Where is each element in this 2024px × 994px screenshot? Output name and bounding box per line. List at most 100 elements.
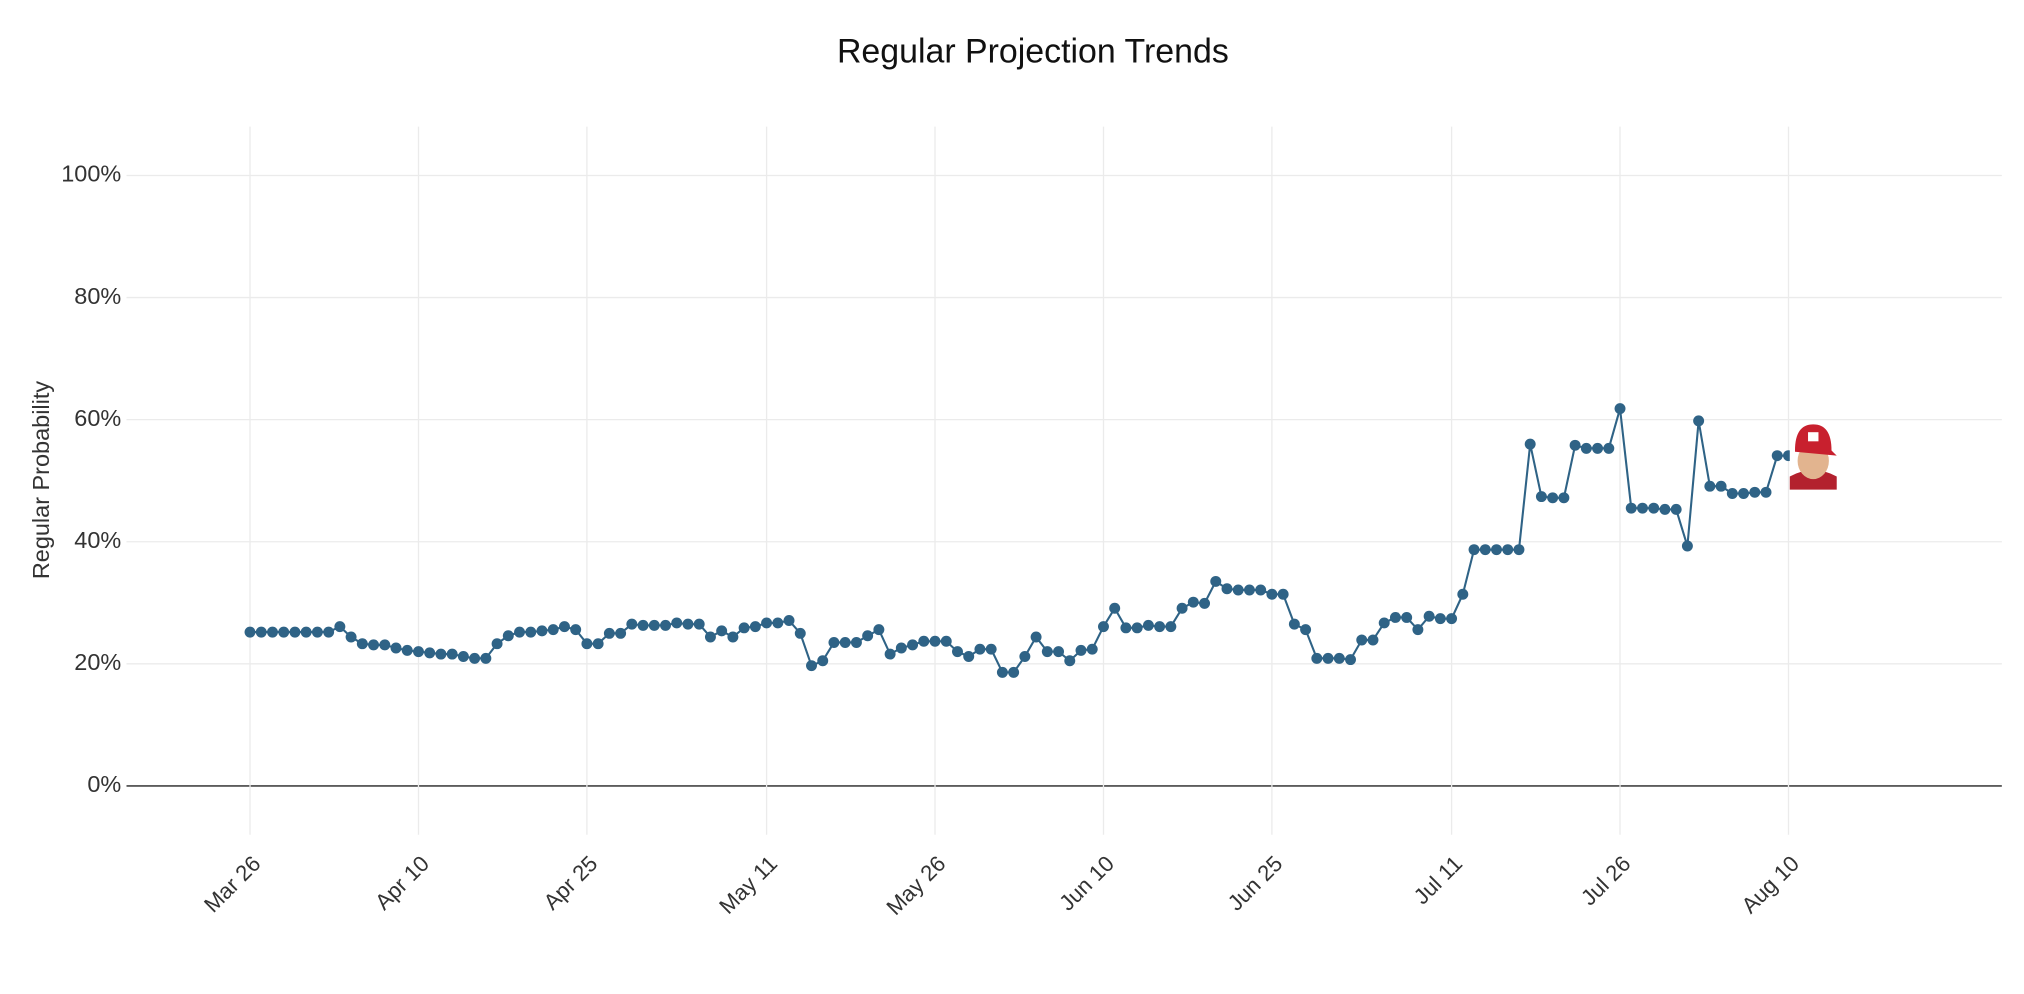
data-point — [469, 652, 481, 664]
data-point — [1434, 613, 1446, 625]
data-point — [345, 631, 357, 643]
data-point — [244, 626, 256, 638]
data-point — [985, 643, 997, 655]
data-point — [412, 646, 424, 658]
data-point — [1243, 584, 1255, 596]
data-point — [1086, 643, 1098, 655]
data-point — [1345, 654, 1356, 666]
data-point — [626, 618, 638, 630]
data-point — [929, 635, 941, 647]
x-tick-label: May 11 — [714, 851, 782, 919]
data-point — [1187, 596, 1199, 608]
data-point — [1524, 438, 1536, 450]
data-point — [660, 619, 671, 631]
data-point — [1333, 652, 1345, 664]
data-point — [289, 626, 301, 638]
data-point — [1457, 588, 1469, 600]
data-point — [446, 648, 458, 660]
data-point — [1075, 644, 1087, 656]
data-point — [1468, 544, 1480, 556]
data-point — [1109, 602, 1121, 614]
data-point — [401, 644, 413, 656]
data-point — [255, 626, 267, 638]
y-tick-label: 0% — [87, 771, 121, 797]
chart-title: Regular Projection Trends — [837, 33, 1229, 71]
data-point — [996, 666, 1008, 678]
y-axis-label: Regular Probability — [28, 381, 54, 580]
data-point — [772, 617, 784, 629]
data-point — [704, 631, 716, 643]
data-point — [1625, 502, 1637, 514]
data-point — [727, 631, 739, 643]
data-point — [1726, 488, 1738, 499]
data-point — [1614, 403, 1626, 415]
data-point — [1232, 584, 1244, 596]
data-point — [1030, 631, 1042, 643]
data-point — [570, 624, 582, 636]
data-point — [1659, 503, 1671, 515]
data-point — [1446, 613, 1458, 625]
data-point — [390, 642, 402, 654]
data-point — [1311, 652, 1323, 664]
data-point — [514, 626, 526, 638]
data-point — [457, 651, 469, 662]
data-point — [536, 625, 548, 637]
y-tick-label: 40% — [74, 527, 121, 553]
data-point — [334, 621, 346, 633]
data-point — [1401, 611, 1413, 623]
data-point — [1771, 450, 1783, 462]
data-point — [1670, 503, 1682, 515]
data-point — [1502, 544, 1514, 556]
data-point — [1535, 491, 1547, 503]
data-point — [1154, 621, 1166, 633]
data-point — [1637, 502, 1648, 514]
x-tick-label: Apr 10 — [370, 851, 434, 915]
data-point — [682, 618, 694, 630]
data-point — [1176, 602, 1188, 614]
data-point — [1412, 624, 1424, 636]
data-point — [850, 636, 862, 648]
data-point — [592, 638, 604, 650]
data-point — [424, 647, 436, 659]
x-tick-label: Mar 26 — [199, 851, 265, 917]
x-tick-label: Jul 26 — [1576, 851, 1635, 910]
data-point — [1513, 544, 1525, 556]
data-point — [1423, 610, 1435, 622]
data-point — [1142, 619, 1154, 631]
data-point — [862, 630, 874, 642]
data-point — [368, 639, 380, 651]
data-point — [1221, 583, 1233, 595]
data-point — [1715, 480, 1727, 492]
data-point — [1389, 611, 1401, 623]
grid: 0% 20% 40% 60% 80% 100% Mar 26 Apr 10 Apr 25 May … — [61, 126, 2002, 920]
data-point — [1041, 646, 1053, 658]
data-point — [1681, 540, 1693, 552]
data-point — [1356, 634, 1368, 646]
data-point — [547, 624, 559, 636]
data-point — [491, 638, 503, 650]
data-point — [761, 617, 773, 629]
data-point — [502, 630, 514, 642]
data-point — [603, 627, 615, 639]
avatar-shirt — [1789, 470, 1837, 490]
data-point — [1569, 439, 1581, 451]
x-tick-label: May 26 — [881, 851, 950, 920]
player-avatar — [1789, 424, 1837, 490]
x-tick-label: Apr 25 — [539, 851, 603, 915]
data-point — [1479, 544, 1491, 556]
data-point — [1288, 618, 1300, 630]
y-tick-label: 60% — [74, 405, 121, 431]
data-point — [1558, 492, 1570, 504]
data-point — [1592, 442, 1604, 454]
data-point — [1277, 588, 1289, 600]
data-point — [749, 621, 761, 633]
avatar-logo — [1808, 432, 1819, 442]
data-point — [940, 635, 952, 647]
data-point — [615, 627, 627, 639]
plot — [244, 403, 1794, 678]
data-point — [1580, 442, 1592, 454]
data-point — [1210, 575, 1222, 587]
data-point — [783, 615, 795, 626]
